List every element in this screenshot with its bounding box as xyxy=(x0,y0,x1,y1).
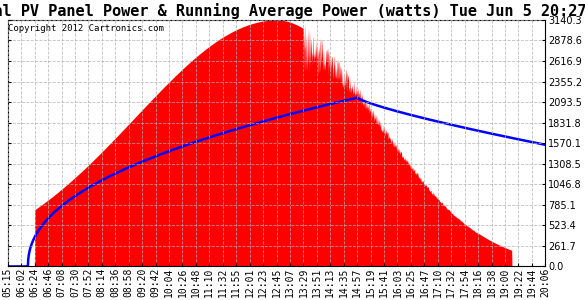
Title: Total PV Panel Power & Running Average Power (watts) Tue Jun 5 20:27: Total PV Panel Power & Running Average P… xyxy=(0,3,585,19)
Text: Copyright 2012 Cartronics.com: Copyright 2012 Cartronics.com xyxy=(8,24,164,33)
